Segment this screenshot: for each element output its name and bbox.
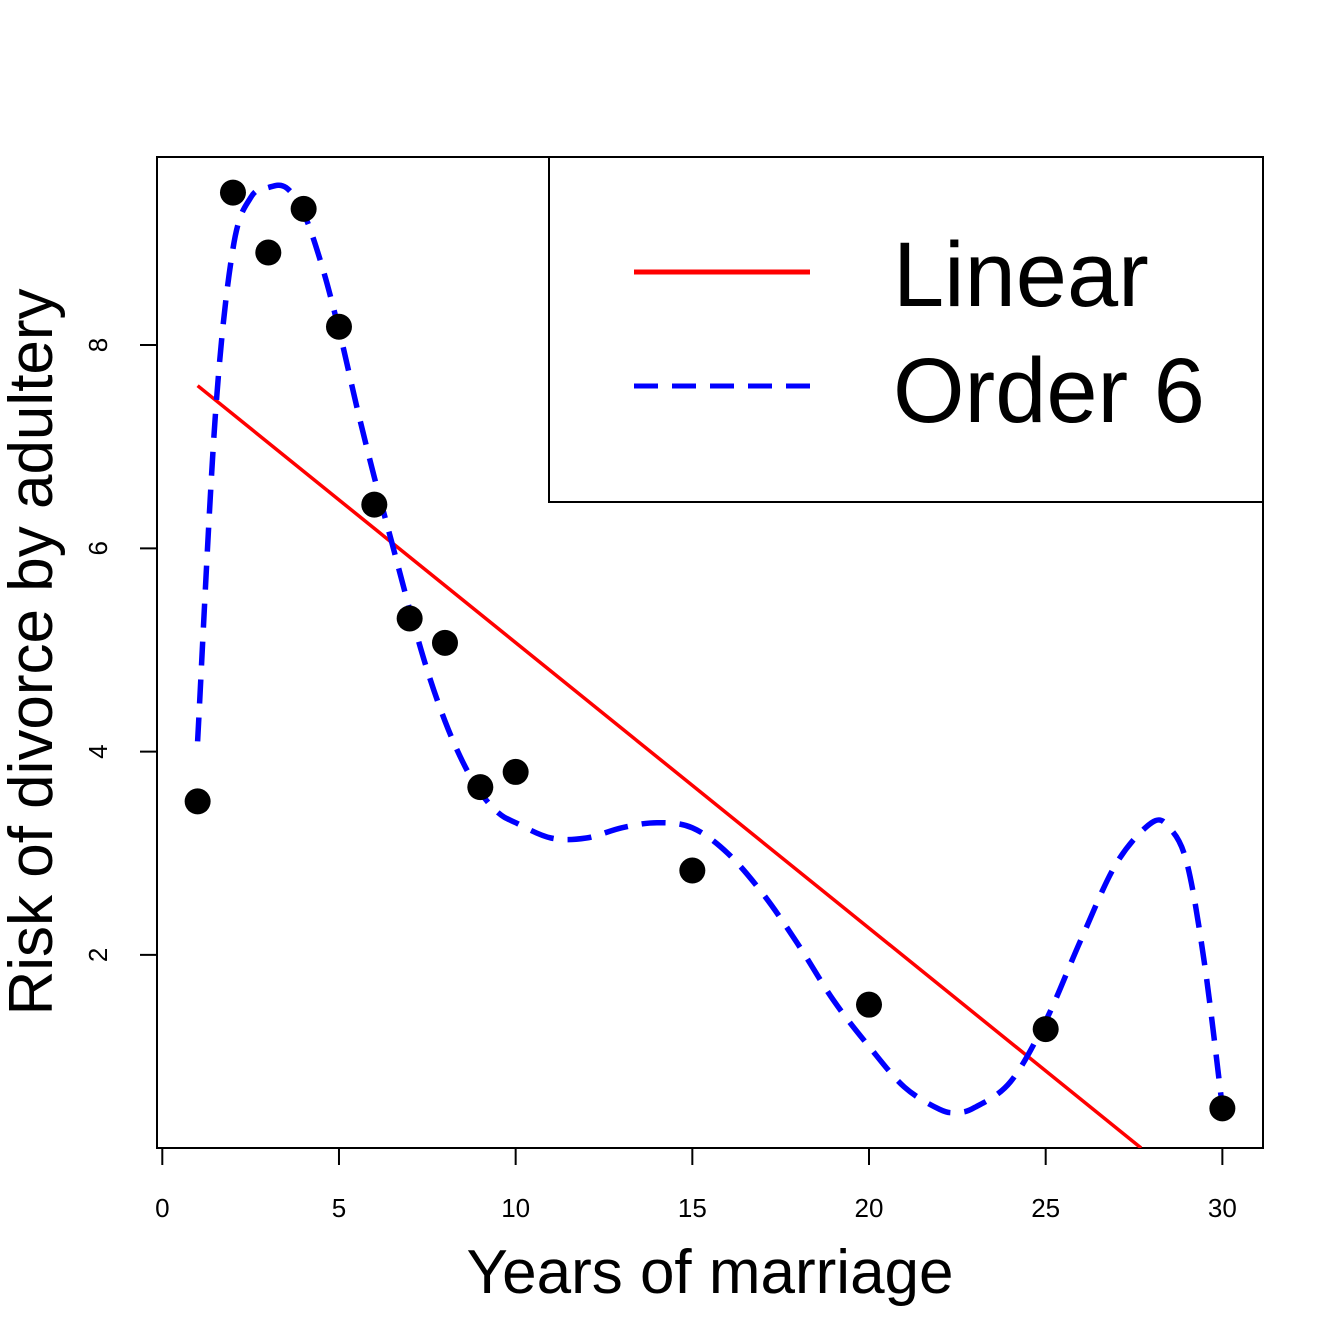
data-point bbox=[679, 857, 706, 884]
x-tick-label: 5 bbox=[332, 1193, 346, 1223]
data-point bbox=[255, 239, 282, 266]
y-tick-label: 2 bbox=[83, 948, 113, 962]
x-axis: 0 5 10 15 20 25 30 bbox=[155, 1147, 1237, 1223]
y-tick-label: 4 bbox=[83, 744, 113, 758]
data-point bbox=[396, 605, 423, 632]
data-point bbox=[1209, 1095, 1236, 1122]
legend-label-order-6: Order 6 bbox=[893, 340, 1205, 442]
data-point bbox=[290, 195, 317, 222]
x-tick-label: 0 bbox=[155, 1193, 169, 1223]
x-tick-label: 20 bbox=[855, 1193, 884, 1223]
data-point bbox=[431, 629, 458, 656]
series-linear-line bbox=[196, 384, 1143, 1148]
y-tick-label: 8 bbox=[83, 338, 113, 352]
y-tick-label: 6 bbox=[83, 541, 113, 555]
data-points bbox=[184, 179, 1236, 1122]
data-point bbox=[219, 179, 246, 206]
y-axis-title: Risk of divorce by adultery bbox=[0, 288, 66, 1015]
x-tick-label: 25 bbox=[1031, 1193, 1060, 1223]
x-axis-title: Years of marriage bbox=[466, 1238, 953, 1307]
x-tick-label: 10 bbox=[501, 1193, 530, 1223]
legend-label-linear: Linear bbox=[893, 224, 1149, 326]
data-point bbox=[467, 774, 494, 801]
data-point bbox=[1032, 1016, 1059, 1043]
x-tick-label: 15 bbox=[678, 1193, 707, 1223]
data-point bbox=[184, 788, 211, 815]
y-axis: 2 4 6 8 bbox=[83, 338, 158, 962]
legend: Linear Order 6 bbox=[548, 156, 1264, 503]
data-point bbox=[502, 758, 529, 785]
data-point bbox=[856, 991, 883, 1018]
data-point bbox=[361, 491, 388, 518]
data-point bbox=[325, 313, 352, 340]
legend-box bbox=[548, 156, 1264, 503]
x-tick-label: 30 bbox=[1208, 1193, 1237, 1223]
